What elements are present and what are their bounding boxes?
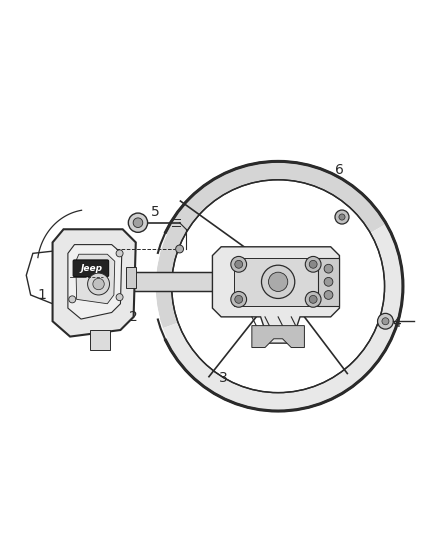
Polygon shape — [212, 247, 339, 343]
Polygon shape — [131, 272, 245, 292]
Polygon shape — [126, 266, 136, 288]
Polygon shape — [234, 258, 318, 306]
Circle shape — [69, 296, 76, 303]
Text: 4: 4 — [392, 317, 401, 330]
Circle shape — [128, 213, 148, 232]
Text: 3: 3 — [219, 371, 228, 385]
Circle shape — [176, 245, 184, 253]
Circle shape — [88, 273, 110, 295]
Polygon shape — [53, 229, 136, 336]
FancyBboxPatch shape — [73, 260, 109, 277]
Circle shape — [324, 290, 333, 300]
Text: 5: 5 — [151, 205, 160, 219]
Text: 1: 1 — [37, 288, 46, 302]
Circle shape — [261, 265, 295, 298]
Circle shape — [231, 256, 247, 272]
Text: 2: 2 — [129, 310, 138, 324]
Circle shape — [93, 278, 104, 290]
Circle shape — [235, 295, 243, 303]
Polygon shape — [90, 330, 110, 350]
Circle shape — [305, 256, 321, 272]
Circle shape — [116, 294, 123, 301]
Polygon shape — [68, 245, 122, 319]
Circle shape — [309, 260, 317, 268]
Circle shape — [324, 278, 333, 286]
Circle shape — [231, 292, 247, 307]
Polygon shape — [252, 326, 304, 348]
Circle shape — [133, 218, 143, 228]
Polygon shape — [215, 268, 245, 296]
Circle shape — [116, 250, 123, 257]
Circle shape — [305, 292, 321, 307]
Wedge shape — [161, 224, 403, 411]
Circle shape — [324, 264, 333, 273]
Circle shape — [309, 295, 317, 303]
Circle shape — [339, 214, 345, 220]
Circle shape — [382, 318, 389, 325]
Circle shape — [335, 210, 349, 224]
Polygon shape — [318, 258, 339, 306]
Circle shape — [378, 313, 393, 329]
Wedge shape — [153, 161, 386, 329]
Circle shape — [268, 272, 288, 292]
Text: 6: 6 — [335, 163, 344, 177]
Polygon shape — [76, 254, 115, 304]
Text: Jeep: Jeep — [80, 264, 102, 273]
Circle shape — [235, 260, 243, 268]
